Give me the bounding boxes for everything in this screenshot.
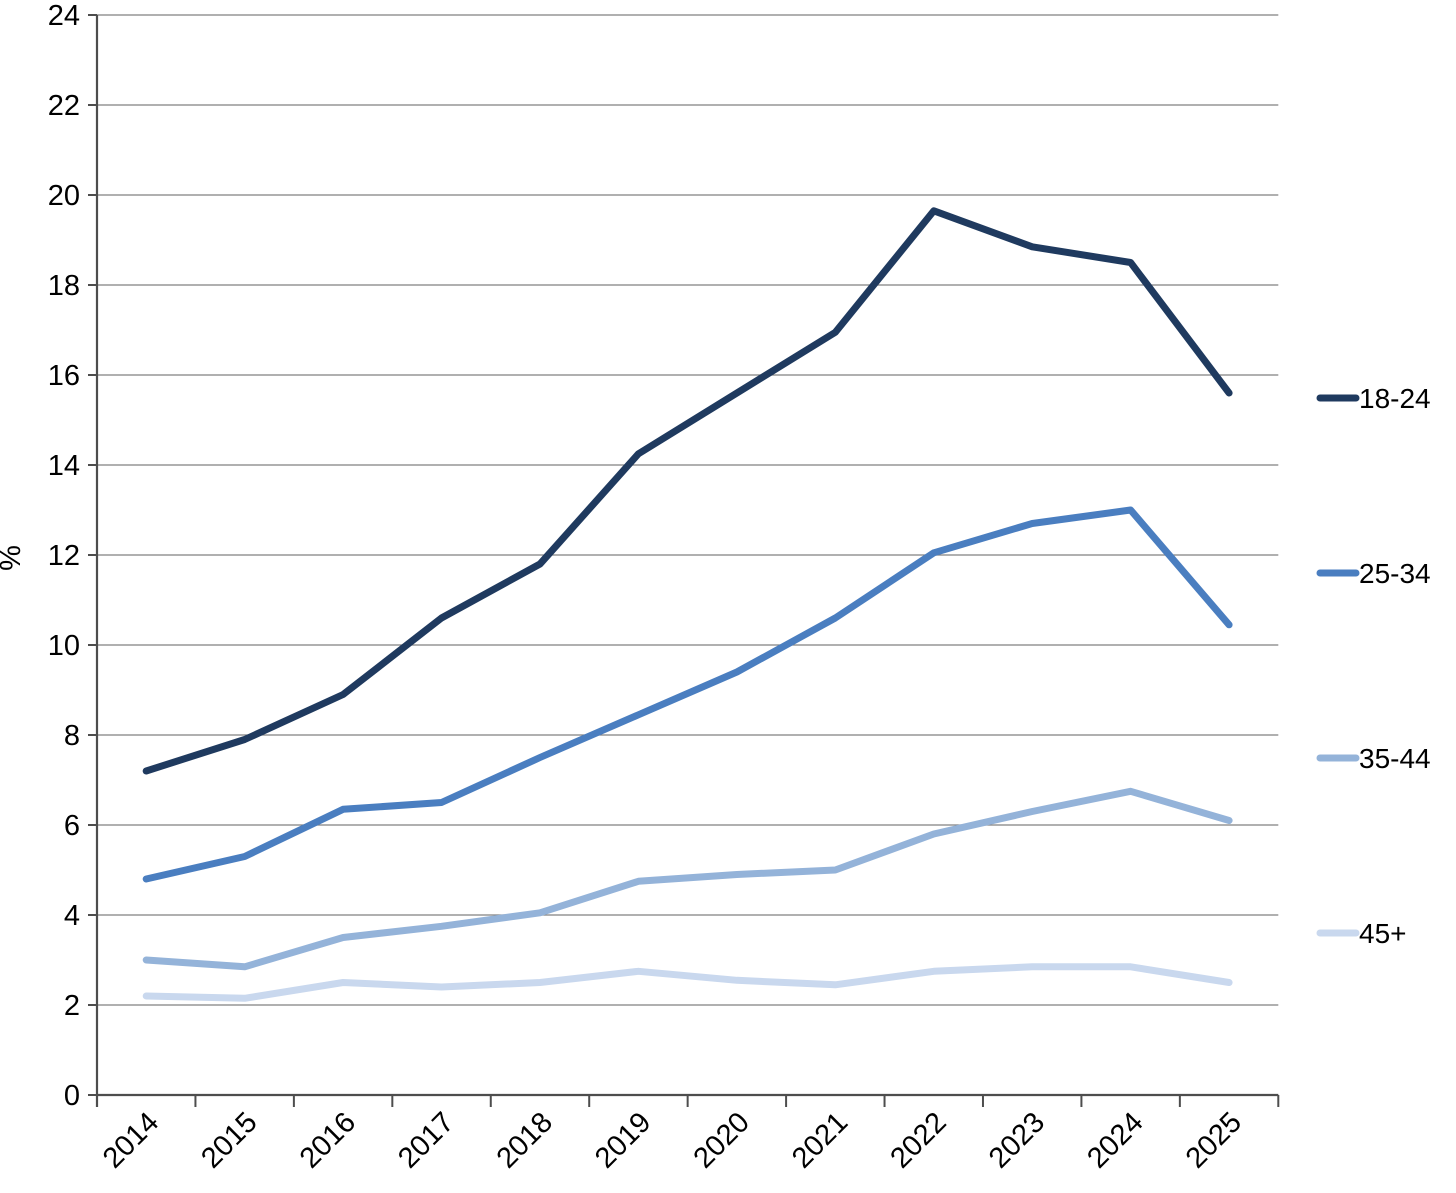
x-tick-label: 2025 <box>1180 1106 1248 1174</box>
y-tick-label: 0 <box>64 1080 80 1112</box>
legend-item: 45+ <box>1316 918 1407 949</box>
x-tick-label: 2024 <box>1081 1106 1149 1174</box>
series-line-25-34 <box>142 506 1233 883</box>
series-line-18-24 <box>142 207 1233 775</box>
legend: 18-24 25-34 35-44 45+ <box>1316 383 1431 949</box>
x-tick-label: 2021 <box>786 1106 854 1174</box>
x-tick-label: 2019 <box>589 1106 657 1174</box>
x-tick-label: 2023 <box>983 1106 1051 1174</box>
y-tick-label: 22 <box>48 90 80 122</box>
legend-label: 35-44 <box>1359 743 1431 774</box>
x-tick-label: 2020 <box>688 1106 756 1174</box>
series-line-35-44 <box>142 787 1233 971</box>
x-tick-label: 2015 <box>195 1106 263 1174</box>
legend-item: 18-24 <box>1316 383 1431 414</box>
y-tick-label: 4 <box>64 900 80 932</box>
x-tick-labels: 2014 2015 2016 2017 2018 2019 2020 2021 2022 2023… <box>97 1106 1248 1174</box>
axes <box>88 14 1280 1107</box>
y-tick-label: 6 <box>64 810 80 842</box>
series-lines <box>142 207 1233 1002</box>
y-tick-label: 14 <box>48 450 80 482</box>
y-tick-label: 12 <box>48 540 80 572</box>
y-tick-label: 18 <box>48 270 80 302</box>
y-tick-label: 8 <box>64 720 80 752</box>
y-tick-label: 10 <box>48 630 80 662</box>
y-axis-title: % <box>0 545 27 571</box>
y-tick-label: 2 <box>64 990 80 1022</box>
x-tick-label: 2018 <box>491 1106 559 1174</box>
x-tick-label: 2022 <box>884 1106 952 1174</box>
legend-label: 18-24 <box>1359 383 1431 414</box>
legend-label: 45+ <box>1359 918 1407 949</box>
y-tick-label: 16 <box>48 360 80 392</box>
y-tick-label: 24 <box>48 0 80 32</box>
legend-item: 25-34 <box>1316 558 1431 589</box>
legend-label: 25-34 <box>1359 558 1431 589</box>
gridlines <box>97 14 1279 1006</box>
x-tick-label: 2014 <box>97 1106 165 1174</box>
x-tick-label: 2016 <box>294 1106 362 1174</box>
y-tick-label: 20 <box>48 180 80 212</box>
series-line-45plus <box>142 963 1233 1002</box>
legend-item: 35-44 <box>1316 743 1431 774</box>
x-tick-label: 2017 <box>392 1106 460 1174</box>
